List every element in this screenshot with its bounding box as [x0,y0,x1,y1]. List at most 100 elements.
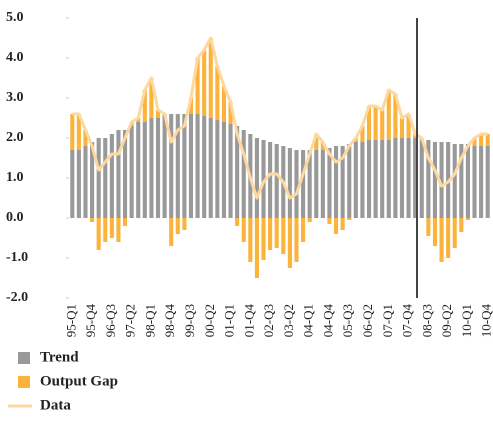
gap-bar [70,114,75,150]
trend-bar [274,144,279,218]
trend-bar [70,150,75,218]
gap-bar [281,218,286,254]
gap-bar [274,218,279,248]
trend-bar [373,140,378,218]
gap-bar [485,134,490,146]
trend-bar [268,142,273,218]
gap-bar [459,218,464,232]
gap-bar [136,118,141,122]
trend-bar [261,140,266,218]
trend-bar [320,150,325,218]
trend-bar [188,114,194,218]
gap-bar [195,58,200,114]
trend-bar [327,148,332,218]
gap-bar [149,78,154,118]
trend-bar [386,140,391,218]
y-tick-label: 4.0 [6,50,24,65]
gap-bar [439,218,444,262]
trend-bar [340,146,345,218]
trend-bar [287,148,292,218]
trend-bar [439,142,444,218]
trend-bar [182,114,187,218]
y-tick-label: -2.0 [6,290,28,305]
trend-bar [347,144,352,218]
trend-bar [314,150,319,218]
trend-bar [162,114,167,218]
trend-bar [129,126,134,218]
legend-label: Output Gap [40,373,118,389]
legend-swatch [18,376,30,388]
gap-bar [347,218,352,220]
x-tick-label: 05-Q3 [340,304,355,337]
gap-bar [393,94,398,138]
x-tick-label: 02-Q3 [261,304,276,337]
trend-bar [109,134,114,218]
trend-bar [307,150,312,218]
legend-swatch [18,352,30,364]
x-tick-label: 10-Q1 [459,304,474,337]
legend-label: Data [40,397,71,413]
gap-bar [202,50,207,116]
trend-bar [301,150,306,218]
trend-bar [393,138,398,218]
x-tick-label: 06-Q2 [360,304,375,337]
gap-bar [109,218,114,238]
gap-bar [155,110,161,118]
x-tick-label: 07-Q1 [380,304,395,337]
gap-bar [327,218,332,224]
trend-bar [90,142,95,218]
trend-bar [432,142,437,218]
gap-bar [360,126,365,142]
trend-bar [380,140,385,218]
gap-bar [248,218,253,262]
gap-bar [340,218,345,230]
trend-bar [202,116,207,218]
trend-bar [254,138,259,218]
trend-bar [399,138,405,218]
gap-bar [228,102,233,124]
trend-bar [175,114,180,218]
x-tick-label: 98-Q1 [142,304,157,337]
gap-bar [83,130,88,146]
trend-bar [472,146,477,218]
x-tick-label: 98-Q4 [162,304,177,338]
trend-bar [465,144,470,218]
trend-bar [221,122,226,218]
gap-bar [221,86,226,122]
gap-bar [465,218,470,220]
gap-bar [320,142,325,150]
gap-bar [399,118,405,138]
x-tick-label: 95-Q1 [63,304,78,337]
trend-bar [208,118,213,218]
gap-bar [182,218,187,230]
trend-bar [96,138,101,218]
y-tick-label: 0.0 [6,210,24,225]
x-tick-label: 95-Q4 [83,304,98,338]
y-tick-label: -1.0 [6,250,28,265]
x-tick-label: 07-Q4 [400,304,415,338]
x-tick-label: 08-Q3 [419,304,434,337]
trend-bar [83,146,88,218]
trend-bar [195,114,200,218]
trend-bar [294,150,299,218]
trend-bar [103,138,108,218]
trend-bar [241,130,246,218]
gap-bar [380,110,385,140]
trend-bar [485,146,490,218]
gap-bar [215,66,220,120]
trend-bar [406,138,411,218]
trend-bar [426,140,431,218]
x-tick-label: 10-Q4 [479,304,493,338]
gap-bar [287,218,292,268]
y-tick-label: 1.0 [6,170,24,185]
y-tick-label: 3.0 [6,90,24,105]
x-tick-label: 01-Q1 [222,304,237,337]
gap-bar [413,134,418,138]
x-tick-label: 03-Q2 [281,304,296,337]
gap-bar [426,218,431,236]
trend-bar [413,138,418,218]
gap-bar [301,218,306,242]
gap-bar [76,114,81,150]
gap-bar [188,98,194,114]
